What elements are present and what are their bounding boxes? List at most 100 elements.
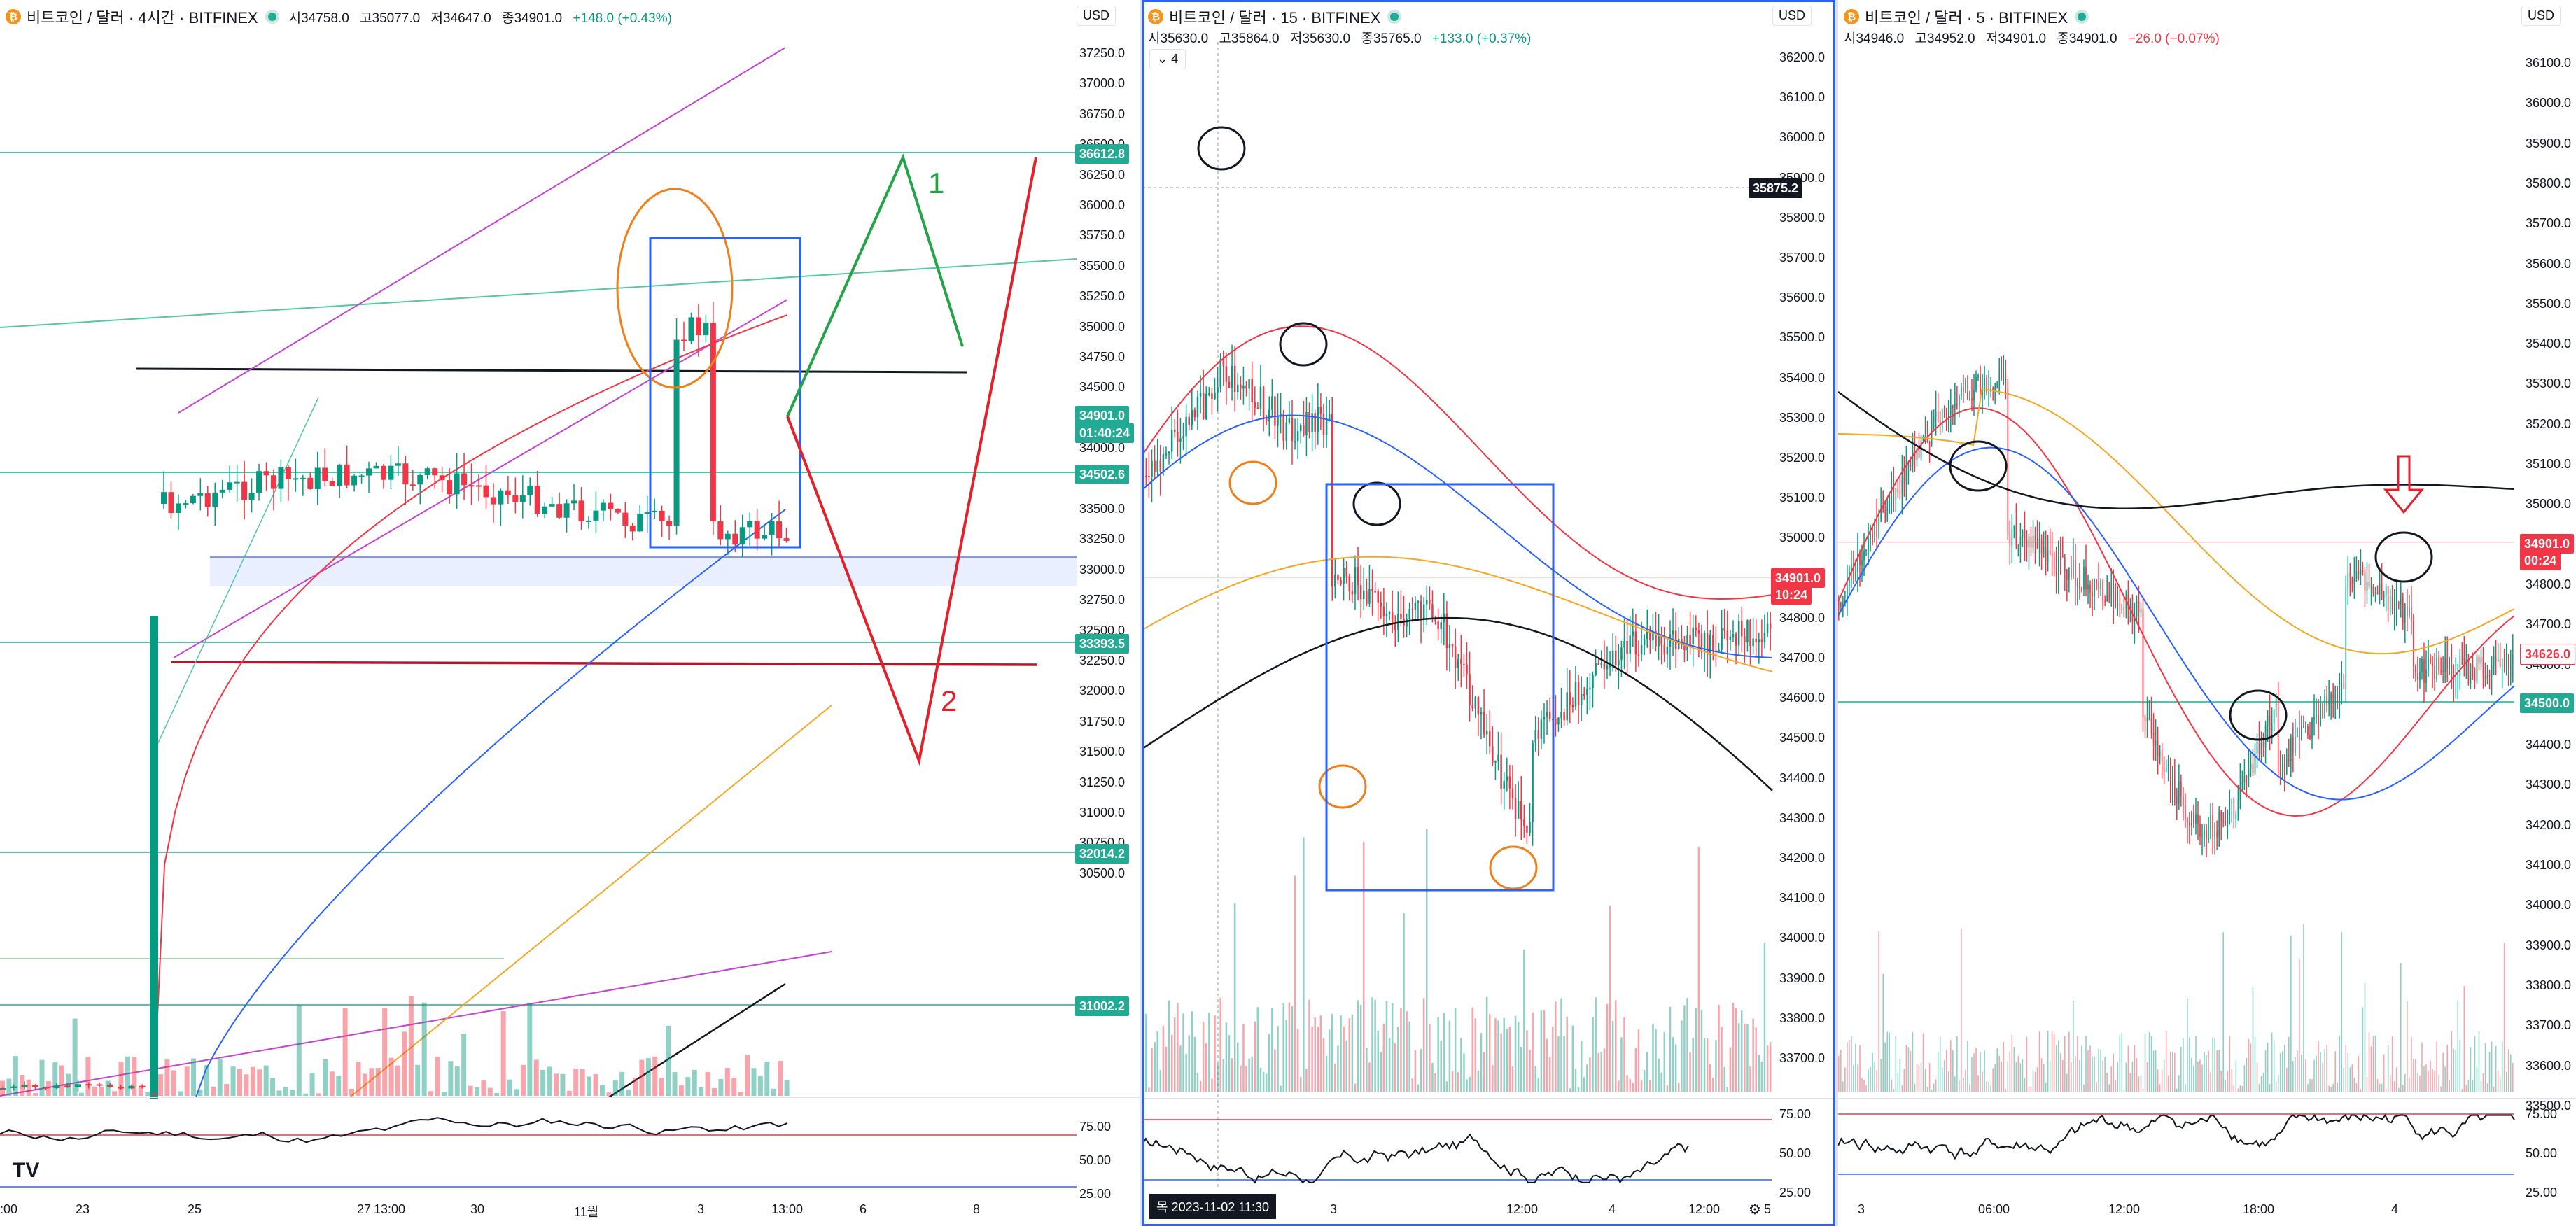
pane1-volume-bar	[757, 1076, 763, 1096]
candle-candle	[2146, 718, 2148, 722]
pane2-volume-bar	[1437, 1017, 1439, 1092]
candle-candle	[2430, 658, 2431, 664]
candle-candle	[2239, 784, 2241, 800]
pane1-volume-bar	[652, 1056, 658, 1096]
price-tick-label: 33900.0	[1779, 971, 1826, 985]
candle-candle	[1406, 619, 1408, 627]
pane3-volume-bar	[2264, 1050, 2267, 1092]
pane3-volume-bar	[1861, 1078, 1863, 1092]
candle-candle	[161, 492, 167, 504]
pane2-volume-bar	[1377, 1031, 1379, 1092]
pane1-volume-bar	[712, 1087, 717, 1096]
candle-candle	[2297, 728, 2298, 738]
symbol-title[interactable]: 비트코인 / 달러 · 5 · BITFINEX	[1865, 9, 2068, 27]
candle-candle	[769, 521, 775, 535]
candle-candle	[2222, 820, 2225, 822]
symbol-title[interactable]: 비트코인 / 달러 · 4시간 · BITFINEX	[27, 9, 258, 27]
candle-candle	[1649, 629, 1651, 641]
pane1-volume-bar	[599, 1085, 605, 1096]
candle-candle	[652, 510, 658, 513]
candle-candle	[1403, 619, 1405, 627]
candle-candle	[1632, 631, 1634, 636]
pane3-volume-bar	[2389, 1075, 2391, 1092]
candle-candle	[1959, 396, 1960, 406]
price-tick-label: 36000.0	[1079, 198, 1126, 212]
pane3-volume-bar	[2503, 943, 2505, 1092]
price-tag: 33393.5	[1075, 634, 1130, 654]
chart-pane-4h[interactable]: ₿ 비트코인 / 달러 · 4시간 · BITFINEX 시34758.0 고3…	[0, 0, 1140, 1226]
pane-divider[interactable]	[1140, 0, 1142, 1226]
candle-candle	[2049, 550, 2051, 554]
price-tag: 34502.6	[1075, 465, 1130, 484]
pane3-volume-bar	[2102, 1060, 2104, 1092]
ema-mid-line	[1142, 414, 1773, 658]
pane1-volume-bar	[342, 1008, 348, 1096]
price-tick-label: 31000.0	[1079, 805, 1126, 819]
pane1-volume-bar	[784, 1080, 790, 1096]
pane3-volume-bar	[2024, 1078, 2026, 1092]
candle-candle	[351, 475, 358, 486]
candle-candle	[776, 521, 783, 539]
pane3-volume-bar	[2411, 1037, 2412, 1092]
candle-candle	[64, 1085, 71, 1087]
highlight-circle-black	[2229, 689, 2288, 741]
candle-candle	[2108, 596, 2110, 598]
time-tick-label: 3	[1858, 1202, 1865, 1216]
price-tag: 31002.2	[1075, 996, 1130, 1016]
candle-candle	[2444, 658, 2446, 672]
price-tick-label: 34300.0	[1779, 810, 1826, 825]
pane3-volume-bar	[2478, 1031, 2480, 1092]
pane3-volume-bar	[2512, 1062, 2514, 1092]
channel-line	[0, 951, 832, 1097]
candle-candle	[1170, 430, 1173, 452]
chart-pane-5m[interactable]: ₿ 비트코인 / 달러 · 5 · BITFINEX 시34946.0 고349…	[1838, 0, 2576, 1226]
crosshair-price-tag: 35875.2	[1749, 178, 1803, 198]
pane2-volume-bar	[1709, 1064, 1712, 1092]
support-zone-rect	[210, 557, 1077, 586]
settings-icon[interactable]: ⚙	[1749, 1202, 1761, 1218]
price-tick-label: 34800.0	[2526, 577, 2572, 591]
pane1-volume-bar	[171, 1070, 176, 1096]
candle-candle	[1882, 507, 1884, 512]
candle-candle	[241, 481, 248, 500]
chart-pane-15m[interactable]: ₿ 비트코인 / 달러 · 15 · BITFINEX 시35630.0 고35…	[1142, 0, 1835, 1226]
currency-button[interactable]: USD	[1772, 6, 1812, 26]
candle-candle	[1282, 413, 1284, 441]
candle-candle	[534, 486, 540, 514]
pane3-volume-bar	[2237, 1088, 2239, 1092]
candle-candle	[1359, 585, 1362, 600]
pane1-volume-bar	[645, 1058, 651, 1096]
currency-button[interactable]: USD	[1077, 6, 1116, 26]
candle-candle	[1563, 712, 1565, 721]
tradingview-logo[interactable]: TV	[13, 1159, 40, 1182]
bitcoin-icon: ₿	[1148, 9, 1163, 24]
currency-button[interactable]: USD	[2521, 6, 2561, 26]
candle-candle	[2491, 665, 2493, 676]
pane-divider[interactable]	[1835, 0, 1838, 1226]
symbol-title[interactable]: 비트코인 / 달러 · 15 · BITFINEX	[1169, 9, 1381, 27]
pane3-volume-bar	[2391, 1036, 2393, 1092]
pane3-volume-bar	[1928, 1063, 1931, 1092]
pane3-volume-bar	[2269, 1084, 2271, 1092]
pane2-volume-bar	[1474, 1018, 1477, 1092]
pane2-volume-bar	[1217, 1063, 1219, 1092]
candle-candle	[2204, 831, 2205, 835]
pane2-volume-bar	[1755, 1027, 1757, 1092]
candle-candle	[1914, 451, 1916, 460]
candle-candle	[307, 477, 314, 489]
pane2-volume-bar	[1477, 1071, 1480, 1092]
time-tick-label: 13:00	[374, 1202, 406, 1216]
price-chart-15m[interactable]	[1142, 0, 1835, 1226]
pane3-volume-bar	[2134, 1045, 2136, 1092]
candle-candle	[1388, 612, 1391, 614]
candle-candle	[1245, 386, 1247, 389]
candle-candle	[2334, 695, 2337, 698]
pane3-volume-bar	[2459, 1039, 2461, 1092]
pane3-volume-bar	[2049, 1061, 2051, 1092]
pane2-volume-bar	[1640, 1080, 1643, 1092]
price-chart-5m[interactable]	[1838, 0, 2576, 1226]
candle-candle	[2043, 547, 2045, 554]
price-chart-4h[interactable]	[0, 0, 1140, 1226]
indicators-collapse-button[interactable]: ⌄ 4	[1149, 49, 1186, 69]
candle-candle	[1251, 379, 1253, 402]
